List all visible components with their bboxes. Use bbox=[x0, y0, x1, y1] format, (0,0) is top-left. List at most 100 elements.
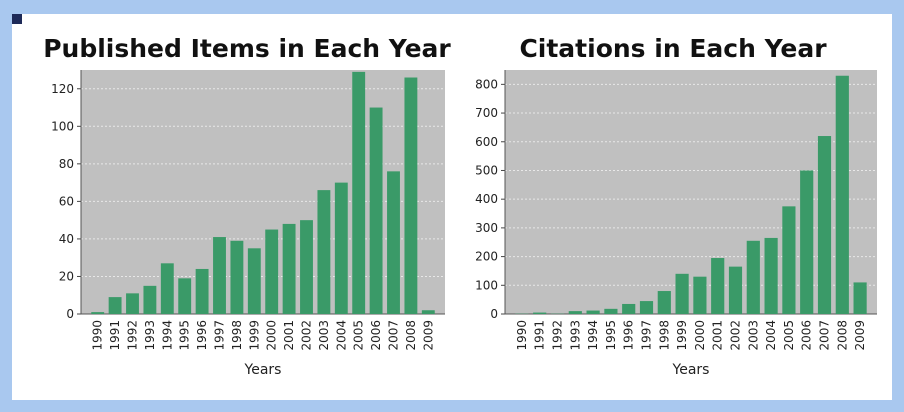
bar-citations-1998 bbox=[657, 291, 671, 314]
bar-published-1998 bbox=[230, 240, 244, 314]
x-tick-label: 1992 bbox=[551, 320, 565, 351]
bar-citations-1996 bbox=[622, 303, 636, 314]
x-tick-label: 2007 bbox=[387, 320, 401, 351]
bar-published-2006 bbox=[369, 107, 383, 315]
bar-citations-1994 bbox=[586, 310, 600, 314]
x-tick-label: 2003 bbox=[746, 320, 760, 351]
bar-citations-2003 bbox=[746, 240, 760, 314]
x-tick-label: 1996 bbox=[195, 320, 209, 351]
bar-published-1996 bbox=[195, 268, 209, 314]
x-tick-label: 1996 bbox=[622, 320, 636, 351]
x-tick-label: 1995 bbox=[604, 320, 618, 351]
x-tick-label: 2007 bbox=[818, 320, 832, 351]
x-tick-label: 1994 bbox=[160, 320, 174, 351]
bar-citations-2001 bbox=[711, 258, 725, 314]
x-tick-label: 2006 bbox=[800, 320, 814, 351]
bar-citations-2006 bbox=[800, 170, 814, 314]
x-tick-label: 2005 bbox=[352, 320, 366, 351]
x-tick-label: 2002 bbox=[300, 320, 314, 351]
x-tick-label: 1994 bbox=[586, 320, 600, 351]
bar-published-1993 bbox=[143, 285, 157, 314]
y-tick-label: 60 bbox=[59, 194, 74, 208]
bar-citations-1993 bbox=[568, 311, 582, 314]
plot-area-citations bbox=[505, 70, 877, 314]
bar-citations-1995 bbox=[604, 308, 618, 314]
x-tick-label: 2003 bbox=[317, 320, 331, 351]
x-tick-label: 2008 bbox=[835, 320, 849, 351]
y-tick-label: 100 bbox=[475, 278, 498, 292]
bar-published-2009 bbox=[421, 310, 435, 314]
bar-published-1991 bbox=[108, 297, 122, 314]
y-tick-label: 200 bbox=[475, 250, 498, 264]
bar-citations-1997 bbox=[639, 301, 654, 314]
x-tick-label: 1991 bbox=[108, 320, 122, 351]
x-tick-label: 2000 bbox=[693, 320, 707, 351]
bar-published-2002 bbox=[300, 220, 313, 314]
bar-citations-2007 bbox=[817, 136, 832, 314]
x-tick-label: 2000 bbox=[265, 320, 279, 351]
x-tick-label: 2006 bbox=[369, 320, 383, 351]
x-tick-label: 1991 bbox=[533, 320, 547, 351]
bar-citations-2000 bbox=[693, 276, 707, 314]
x-tick-label: 1993 bbox=[143, 320, 157, 351]
chart-title-published: Published Items in Each Year bbox=[43, 34, 451, 63]
bar-published-1995 bbox=[178, 278, 192, 314]
x-tick-label: 1998 bbox=[230, 320, 244, 351]
bar-published-1992 bbox=[126, 293, 139, 314]
x-tick-label: 2009 bbox=[421, 320, 435, 351]
bar-published-2001 bbox=[282, 223, 296, 314]
bar-citations-1999 bbox=[675, 273, 689, 314]
x-tick-label: 1990 bbox=[515, 320, 529, 351]
x-tick-label: 2004 bbox=[764, 320, 778, 351]
x-tick-label: 2008 bbox=[404, 320, 418, 351]
y-tick-label: 0 bbox=[490, 307, 498, 321]
x-tick-label: 2004 bbox=[334, 320, 348, 351]
bar-published-1994 bbox=[160, 263, 174, 314]
y-tick-label: 40 bbox=[59, 232, 74, 246]
x-axis-label-citations: Years bbox=[672, 362, 710, 378]
x-tick-label: 1999 bbox=[247, 320, 261, 351]
y-tick-label: 80 bbox=[59, 157, 74, 171]
y-tick-label: 0 bbox=[66, 307, 74, 321]
x-tick-label: 1993 bbox=[568, 320, 582, 351]
bar-citations-2005 bbox=[782, 206, 796, 314]
y-tick-label: 100 bbox=[51, 119, 74, 133]
x-tick-label: 1997 bbox=[213, 320, 227, 351]
bar-citations-2008 bbox=[835, 75, 849, 314]
x-tick-label: 1998 bbox=[657, 320, 671, 351]
bar-published-1997 bbox=[213, 237, 226, 314]
y-tick-label: 600 bbox=[475, 135, 498, 149]
bar-citations-2009 bbox=[853, 282, 867, 314]
bar-published-2003 bbox=[317, 190, 331, 314]
bar-published-2005 bbox=[352, 71, 366, 314]
chart-title-citations: Citations in Each Year bbox=[519, 34, 827, 63]
y-tick-label: 800 bbox=[475, 77, 498, 91]
bar-published-2007 bbox=[387, 171, 400, 314]
x-tick-label: 2001 bbox=[711, 320, 725, 351]
bar-citations-2004 bbox=[764, 237, 778, 314]
bar-published-1990 bbox=[91, 312, 105, 314]
x-tick-label: 1997 bbox=[640, 320, 654, 351]
bar-published-2004 bbox=[334, 182, 348, 314]
x-tick-label: 2002 bbox=[729, 320, 743, 351]
x-tick-label: 1990 bbox=[91, 320, 105, 351]
y-tick-label: 400 bbox=[475, 192, 498, 206]
x-tick-label: 2001 bbox=[282, 320, 296, 351]
x-tick-label: 1999 bbox=[675, 320, 689, 351]
corner-mark bbox=[12, 14, 22, 24]
y-tick-label: 700 bbox=[475, 106, 498, 120]
y-tick-label: 20 bbox=[59, 269, 74, 283]
bar-citations-2002 bbox=[728, 266, 743, 314]
x-tick-label: 2009 bbox=[853, 320, 867, 351]
x-tick-label: 2005 bbox=[782, 320, 796, 351]
y-tick-label: 500 bbox=[475, 163, 498, 177]
x-tick-label: 1992 bbox=[126, 320, 140, 351]
y-tick-label: 300 bbox=[475, 221, 498, 235]
y-tick-label: 120 bbox=[51, 82, 74, 96]
x-axis-label-published: Years bbox=[244, 362, 282, 378]
bar-published-2000 bbox=[265, 229, 279, 314]
bar-published-2008 bbox=[404, 77, 418, 314]
